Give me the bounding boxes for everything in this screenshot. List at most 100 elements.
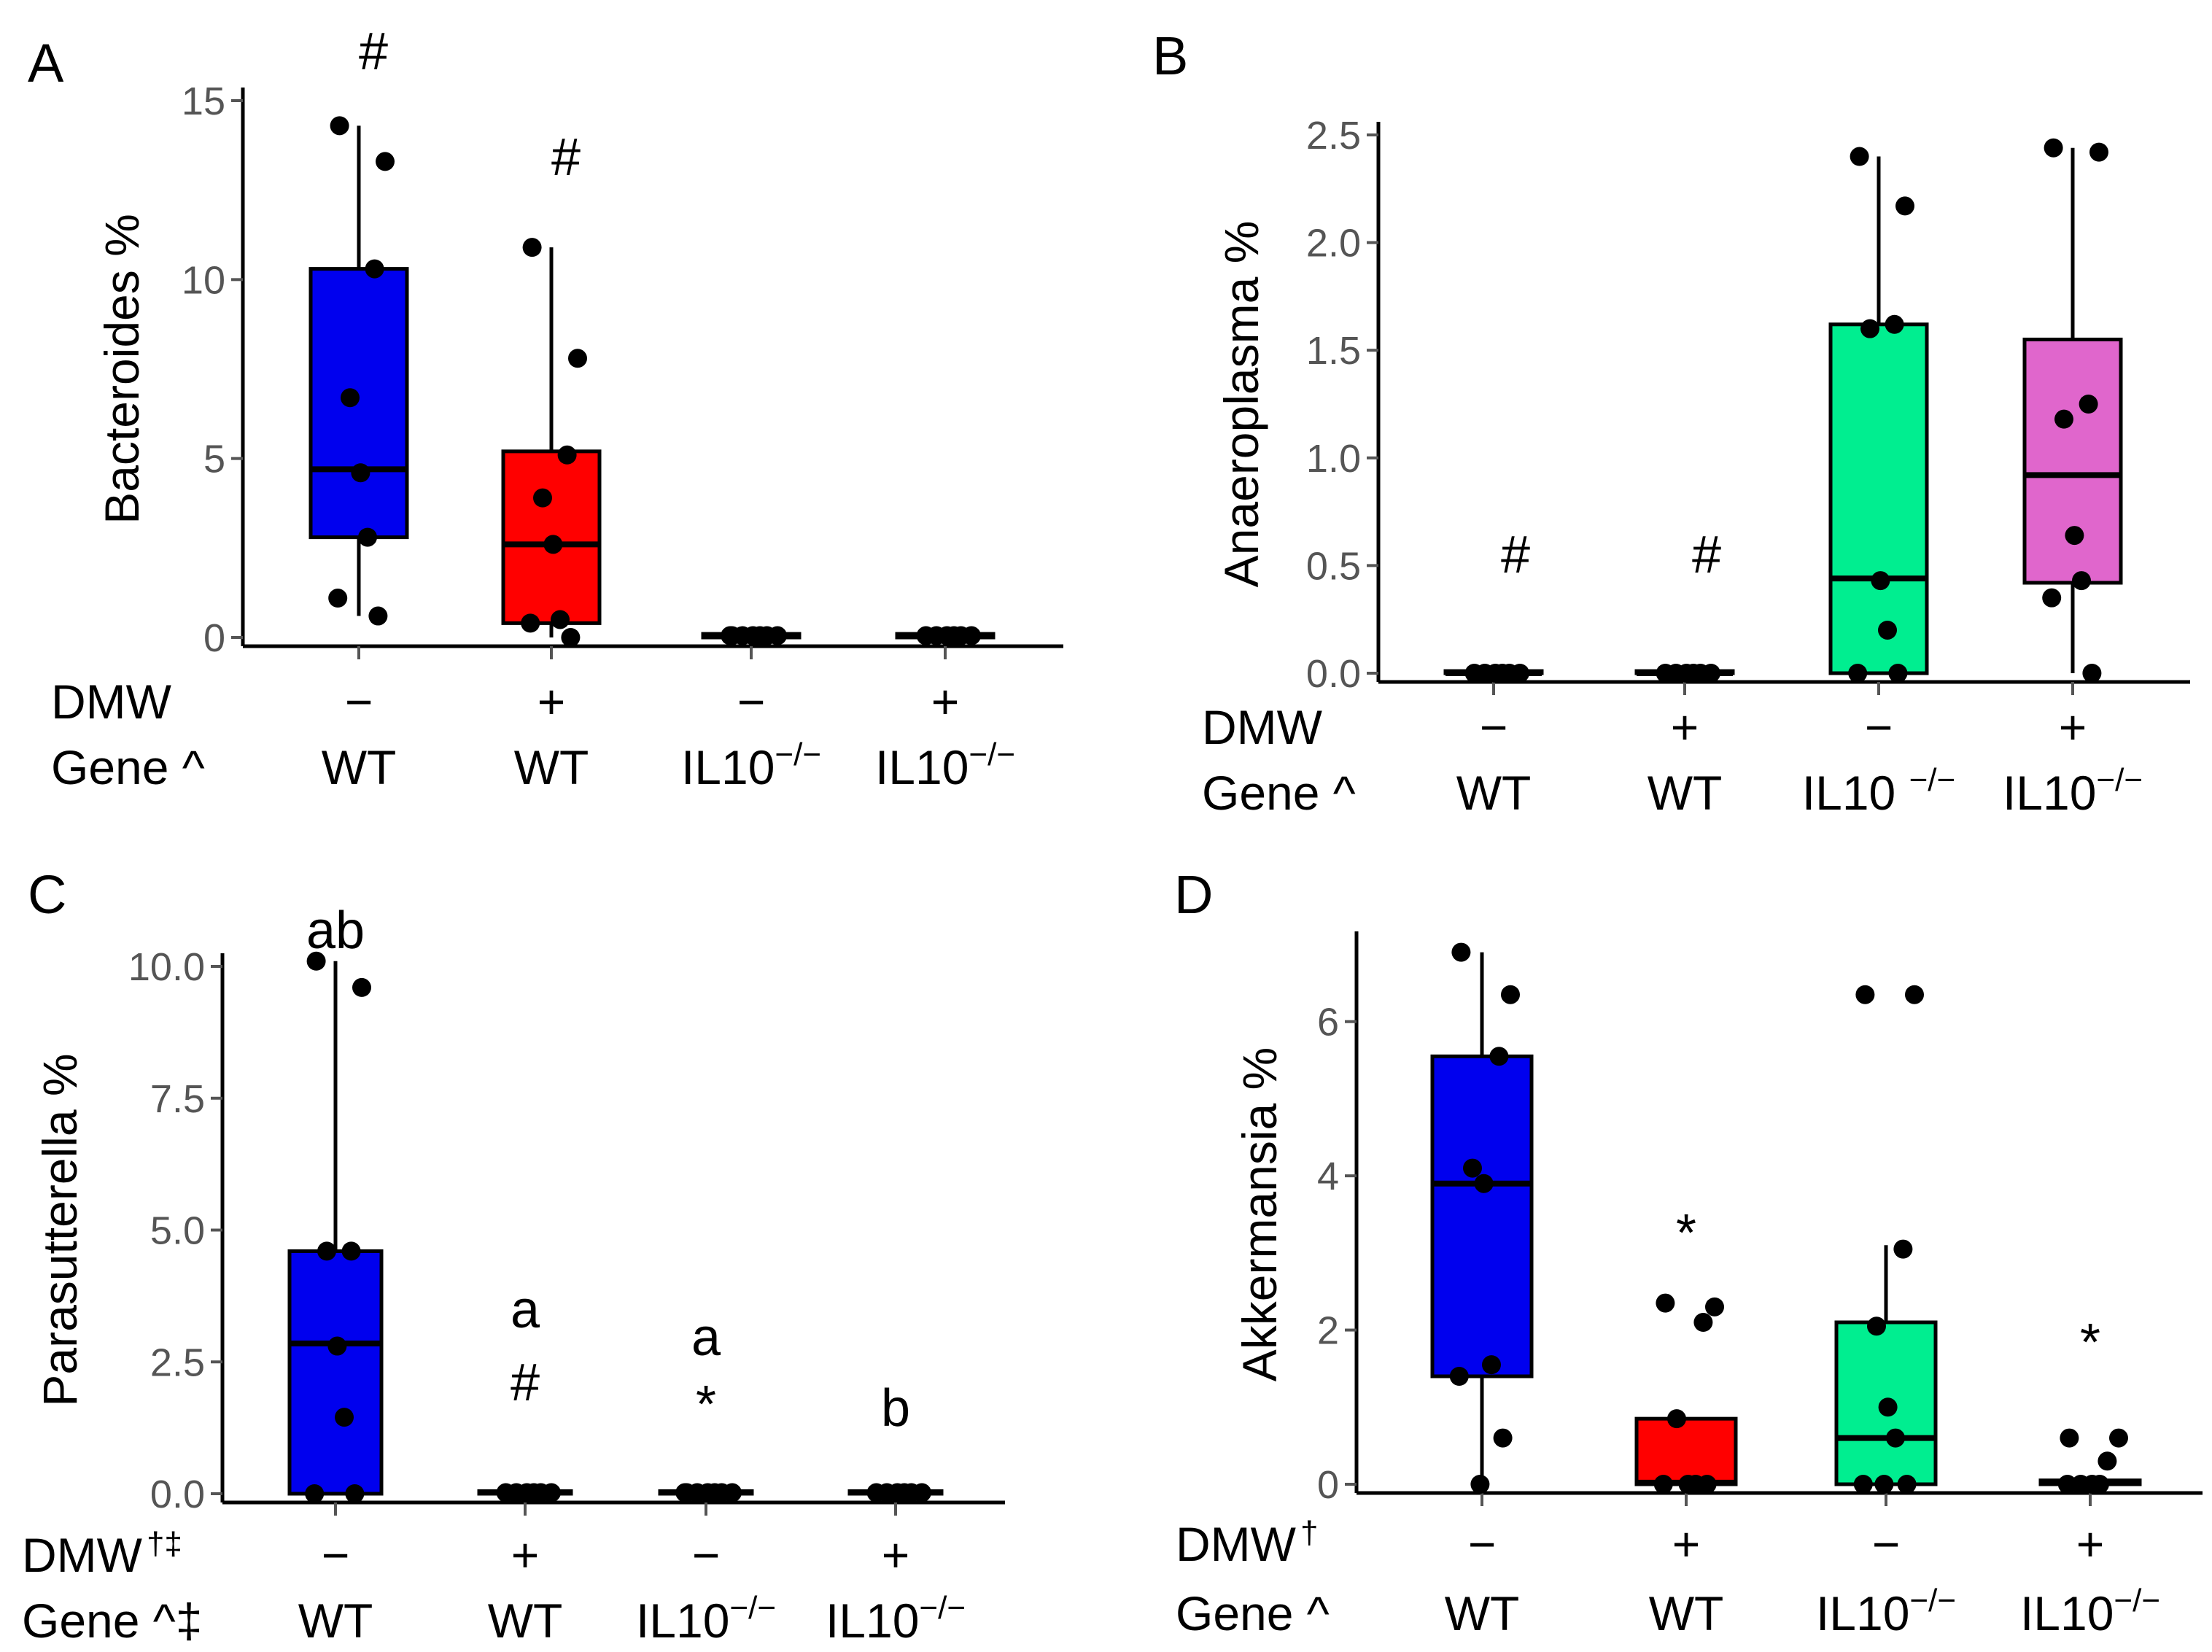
data-point: [1893, 1239, 1913, 1259]
box-group-2: a # + WT: [477, 1281, 573, 1648]
data-point: [568, 349, 587, 368]
box-group-1: − WT: [1430, 942, 1534, 1640]
data-point: [1656, 1293, 1675, 1313]
category-gene-sup: −/−: [2096, 762, 2143, 798]
data-point: [306, 951, 326, 971]
category-gene-label: IL10−/−: [2020, 1583, 2160, 1640]
y-tick-label: 1.0: [1306, 437, 1361, 481]
data-point: [341, 388, 360, 408]
category-dmw-label: −: [1468, 1517, 1497, 1571]
y-axis-label: Anaeroplasma %: [1214, 221, 1268, 588]
category-dmw-label: −: [737, 675, 766, 729]
y-tick-label: 2.0: [1306, 222, 1361, 265]
data-point: [1853, 1475, 1873, 1494]
data-point: [365, 259, 384, 279]
category-gene-label: IL10−/−: [681, 737, 821, 794]
data-point: [2082, 664, 2102, 683]
data-point: [1895, 196, 1914, 216]
category-dmw-label: −: [1480, 700, 1508, 754]
data-point: [1874, 1475, 1894, 1494]
category-gene-label: WT: [1649, 1586, 1724, 1640]
significance-annotation: #: [359, 23, 388, 81]
data-point: [1885, 314, 1904, 334]
data-point: [1855, 985, 1875, 1004]
category-gene-sup: −/−: [1909, 762, 1956, 798]
category-gene-sup: −/−: [2114, 1583, 2160, 1618]
row-label-gene: Gene ^‡: [22, 1594, 202, 1648]
category-gene-label: WT: [1445, 1586, 1520, 1640]
data-point: [1886, 1428, 1905, 1448]
box-group-3: − IL10−/−: [681, 626, 821, 794]
box-group-2: * + WT: [1634, 1204, 1738, 1640]
data-point: [522, 238, 542, 257]
category-gene-label: WT: [1648, 766, 1723, 820]
data-point: [1897, 1475, 1917, 1494]
category-gene-sup: −/−: [729, 1590, 776, 1626]
category-gene-sup: −/−: [969, 737, 1015, 772]
category-gene-label: WT: [514, 740, 589, 794]
box-iqr: [287, 1249, 384, 1496]
data-point: [1451, 942, 1471, 962]
y-tick-label: 6: [1317, 1001, 1339, 1044]
panel-letter: C: [28, 864, 66, 925]
data-point: [317, 1241, 336, 1261]
category-dmw-label: +: [1671, 700, 1699, 754]
y-tick-label: 0.5: [1306, 544, 1361, 588]
y-axis-label: Akkermansia %: [1233, 1047, 1287, 1382]
category-dmw-label: −: [692, 1528, 721, 1582]
data-point: [335, 1408, 354, 1427]
data-point: [1693, 1313, 1713, 1332]
data-point: [1463, 1158, 1482, 1178]
data-point: [341, 1241, 361, 1261]
data-point: [557, 445, 577, 465]
row-label-gene: Gene ^: [1202, 766, 1356, 820]
y-tick-label: 0.0: [150, 1473, 205, 1516]
category-gene-label: IL10−/−: [2003, 762, 2143, 820]
data-point: [1878, 1397, 1898, 1417]
category-dmw-label: +: [538, 675, 566, 729]
category-gene-label: WT: [1456, 766, 1532, 820]
box-group-4: + IL10−/−: [875, 626, 1015, 794]
significance-annotation: b: [881, 1379, 910, 1438]
data-point: [561, 628, 581, 647]
y-tick-label: 0: [1317, 1463, 1339, 1507]
data-point: [2089, 142, 2108, 162]
y-tick-label: 15: [182, 80, 225, 123]
category-dmw-label: +: [1672, 1517, 1701, 1571]
category-dmw-label: −: [1865, 700, 1893, 754]
box-group-4: * + IL10−/−: [2020, 1314, 2160, 1640]
data-point: [1489, 1047, 1509, 1066]
y-tick-label: 5: [203, 438, 225, 481]
y-tick-label: 0.0: [1306, 652, 1361, 696]
data-point: [1860, 319, 1879, 338]
data-point: [1905, 985, 1924, 1004]
data-point: [675, 1483, 695, 1502]
data-point: [551, 610, 570, 629]
data-point: [2060, 1428, 2079, 1448]
panel-c: C 0.0 2.5 5.0 7.5 10.0 Parasutterella % DMW †‡ Ge…: [22, 864, 1005, 1648]
category-gene-sup: −/−: [1909, 1583, 1956, 1618]
data-point: [1705, 1297, 1724, 1316]
data-point: [750, 626, 769, 645]
data-point: [524, 1483, 543, 1502]
data-point: [721, 626, 740, 645]
row-label-gene: Gene ^: [1176, 1586, 1330, 1640]
data-point: [352, 977, 371, 997]
data-point: [1867, 1316, 1886, 1336]
category-dmw-label: −: [1872, 1517, 1901, 1571]
data-point: [328, 589, 348, 608]
row-label-dmw-sup: †: [1300, 1515, 1318, 1551]
panel-d: D 0 2 4 6 Akkermansia % DMW † Gene ^ − WT * + WT − IL10…: [1174, 864, 2203, 1640]
data-point: [358, 527, 377, 547]
row-label-dmw: DMW: [51, 675, 172, 729]
row-label-dmw: DMW †: [1176, 1515, 1318, 1571]
panel-a: A 0 5 10 15 Bacteroides % DMW Gene ^ # − WT # + WT − IL…: [28, 23, 1063, 794]
category-dmw-label: +: [882, 1528, 910, 1582]
data-point: [2109, 1428, 2128, 1448]
data-point: [1888, 664, 1908, 683]
category-gene-label: IL10 −/−: [1802, 762, 1955, 820]
y-axis-label: Bacteroides %: [95, 214, 149, 524]
y-tick-label: 0: [203, 616, 225, 660]
data-point: [895, 1483, 914, 1502]
